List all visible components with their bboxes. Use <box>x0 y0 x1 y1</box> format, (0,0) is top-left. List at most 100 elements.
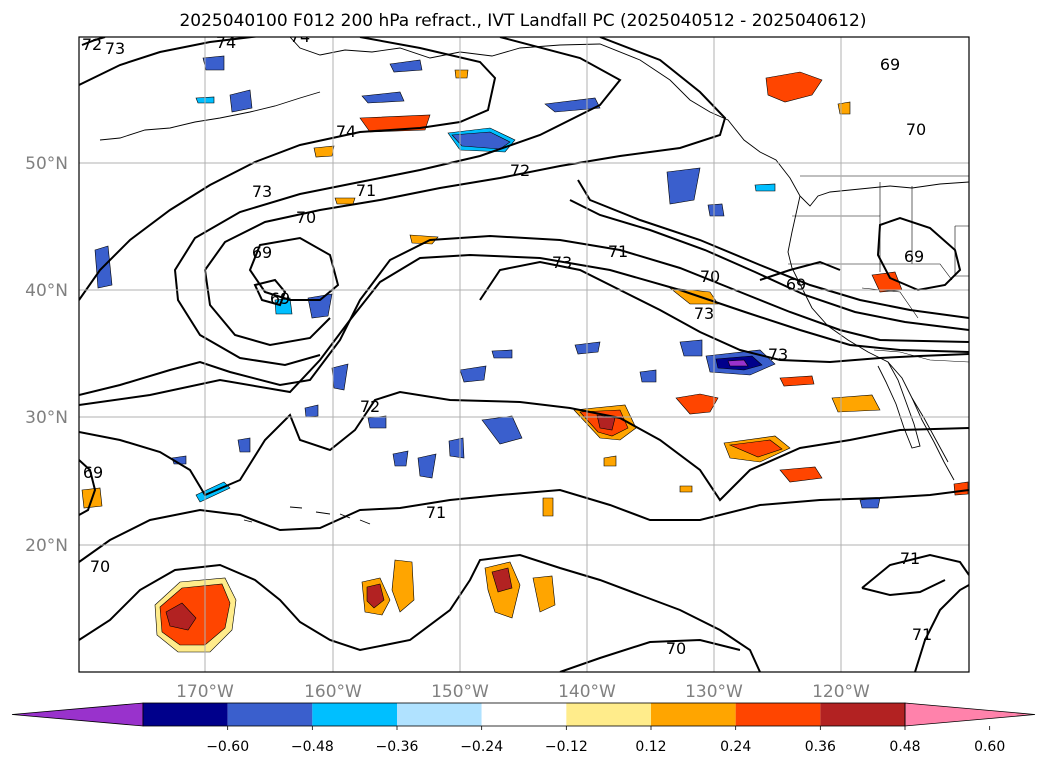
contour-label: 74 <box>336 122 356 141</box>
contour-label: 74 <box>290 27 310 46</box>
colorbar-tick-label: −0.60 <box>206 739 249 755</box>
colorbar-tick-label: 0.24 <box>720 739 751 755</box>
contour-line <box>79 488 969 563</box>
negative-anomaly-blob <box>307 293 333 319</box>
canada-coast <box>799 181 969 207</box>
negative-anomaly-blob <box>304 404 319 418</box>
positive-anomaly-blob <box>334 197 356 205</box>
contour-label: 73 <box>252 182 272 201</box>
lon-label: 170°W <box>176 682 234 702</box>
contour-line <box>79 37 497 301</box>
negative-anomaly-blob <box>237 437 251 453</box>
negative-anomaly-blob <box>448 437 465 459</box>
positive-anomaly-blob <box>831 394 881 413</box>
contour-line <box>861 553 969 589</box>
contour-label: 70 <box>666 639 686 658</box>
contour-line <box>253 278 287 307</box>
contour-label: 69 <box>880 55 900 74</box>
contour-line <box>876 216 962 292</box>
contour-line <box>79 253 969 406</box>
map-panel: 72 73 74 74 74 73 71 70 69 69 72 71 70 7… <box>25 27 970 702</box>
colorbar-frame <box>142 702 906 727</box>
positive-anomaly-blob <box>728 439 783 458</box>
negative-anomaly-blob <box>367 415 387 429</box>
colorbar-extend-high <box>904 702 1036 727</box>
colorbar-segment <box>481 703 567 726</box>
contour-line <box>479 260 969 364</box>
colorbar-segment <box>735 703 821 726</box>
contour-label: 71 <box>426 503 446 522</box>
contour-label: 69 <box>83 463 103 482</box>
longitude-labels: 170°W 160°W 150°W 140°W 130°W 120°W <box>176 682 870 702</box>
contour-labels: 72 73 74 74 74 73 71 70 69 69 72 71 70 7… <box>82 27 932 658</box>
lon-label: 160°W <box>304 682 362 702</box>
contour-line <box>79 37 261 86</box>
contour-label: 72 <box>360 397 380 416</box>
colorbar-tick-label: −0.36 <box>376 739 419 755</box>
positive-anomaly-blob <box>603 455 617 467</box>
colorbar-extend-low <box>11 702 144 727</box>
negative-anomaly-blob <box>491 349 513 359</box>
colorbar-tick-label: 0.36 <box>805 739 836 755</box>
colorbar-segment <box>397 703 482 726</box>
colorbar-segment <box>227 703 313 726</box>
state-border <box>879 182 913 264</box>
contour-label: 70 <box>296 208 316 227</box>
negative-anomaly-blob <box>727 359 749 367</box>
contour-label: 70 <box>90 557 110 576</box>
positive-anomaly-blob <box>669 287 719 305</box>
contour-line <box>569 199 969 331</box>
positive-anomaly-blob <box>837 101 851 115</box>
contour-line <box>759 260 841 281</box>
negative-anomaly-blob <box>459 365 487 383</box>
lat-label: 40°N <box>25 281 68 301</box>
negative-anomaly-blob <box>229 89 253 113</box>
map-frame <box>78 36 970 673</box>
contour-label: 72 <box>82 35 102 54</box>
contour-label: 69 <box>252 243 272 262</box>
negative-anomaly-blob <box>544 97 601 113</box>
lon-label: 120°W <box>812 682 870 702</box>
contour-line <box>248 236 340 301</box>
contour-line <box>203 37 727 347</box>
lon-label: 140°W <box>558 682 616 702</box>
positive-anomaly-blob <box>679 485 693 493</box>
lat-label: 20°N <box>25 536 68 556</box>
lon-label: 130°W <box>685 682 743 702</box>
contour-label: 70 <box>906 120 926 139</box>
contour-label: 70 <box>700 267 720 286</box>
contour-label: 71 <box>900 549 920 568</box>
contour-line <box>173 37 622 367</box>
colorbar-segment <box>820 703 905 726</box>
contour-line <box>79 553 761 672</box>
colorbar-tick-label: 0.12 <box>635 739 666 755</box>
contour-label: 72 <box>510 161 530 180</box>
positive-anomaly-blob <box>491 567 513 593</box>
contour-line <box>79 459 97 516</box>
lat-label: 30°N <box>25 408 68 428</box>
positive-anomaly-blob <box>391 559 415 613</box>
positive-anomaly-blob <box>765 71 823 103</box>
negative-anomaly-blob <box>392 450 409 467</box>
contour-label: 71 <box>356 181 376 200</box>
contour-label: 71 <box>608 242 628 261</box>
contour-line <box>81 37 106 46</box>
negative-anomaly-blob <box>361 91 405 104</box>
negative-anomaly-blob <box>389 59 423 73</box>
colorbar-segment <box>566 703 651 726</box>
contour-label: 73 <box>694 304 714 323</box>
contour-label: 73 <box>552 253 572 272</box>
contour-line <box>861 579 946 597</box>
positive-anomaly-blob <box>532 575 556 613</box>
colorbar-tick-label: −0.48 <box>291 739 334 755</box>
negative-anomaly-blob <box>679 339 703 357</box>
gridlines <box>79 37 969 672</box>
colorbar-tick-label: −0.24 <box>460 739 503 755</box>
contour-label: 69 <box>786 275 806 294</box>
lon-label: 150°W <box>431 682 489 702</box>
positive-anomaly-blob <box>366 583 385 609</box>
colorbar-ticks: −0.60 −0.48 −0.36 −0.24 −0.12 0.12 0.24 0.36 0.4… <box>206 726 1005 755</box>
negative-anomaly-blob <box>666 167 701 205</box>
alaska-coast <box>289 37 801 197</box>
contour-label: 74 <box>216 33 236 52</box>
